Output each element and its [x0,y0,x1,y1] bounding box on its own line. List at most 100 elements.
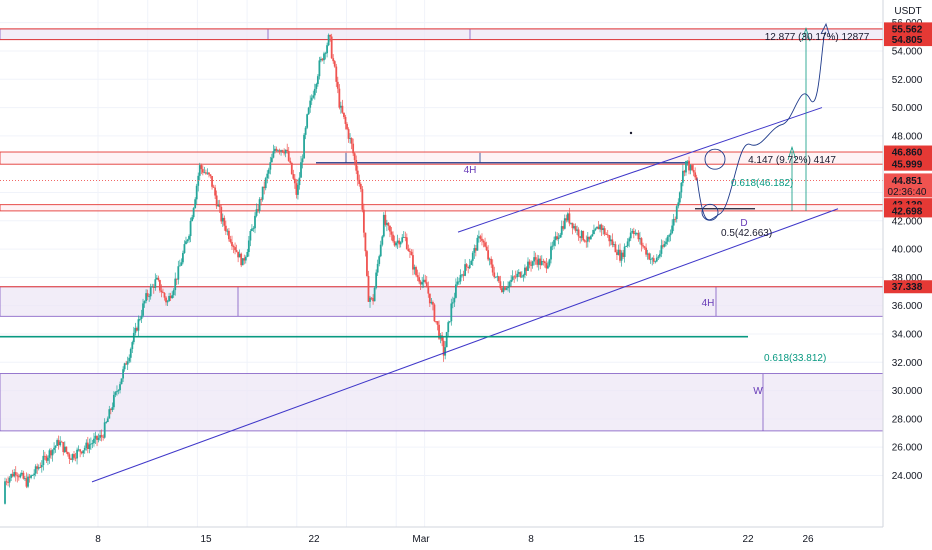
candle-body [648,253,651,260]
candle-body [588,236,591,240]
candle-body [134,328,137,333]
candle-body [189,221,192,237]
candle-body [384,214,387,225]
candle-body [539,258,542,266]
candle-body [421,282,424,285]
candle-body [350,138,353,144]
candle-body [642,245,644,247]
candle-body [649,259,652,260]
candle-body [221,217,224,222]
candle-body [597,226,600,230]
candle-body [428,293,431,304]
candle-body [562,226,565,229]
candle-body [674,218,677,220]
candle-body [261,186,264,200]
candle-body [332,58,335,62]
candle-body [149,287,152,297]
candle-body [631,230,634,233]
candle-body [292,174,295,179]
candle-body [177,266,180,280]
candle-body [234,247,236,251]
candle-body [481,238,483,241]
candle-body [632,230,635,235]
label-d: D [740,218,747,229]
candle-body [686,160,689,162]
candle-body [148,296,151,298]
candle-body [283,151,286,154]
candle-body [122,369,124,379]
candle-body [247,240,250,253]
candle-body [278,150,281,152]
candle-body [408,251,411,252]
candle-body [513,276,516,278]
candle-body [568,213,571,224]
candle-body [491,264,494,273]
candle-body [508,281,511,287]
measure-label-top: 12.877 (30.17%) 12877 [765,32,870,43]
candle-body [281,150,284,152]
projected-path [696,32,827,221]
candle-body [573,226,575,229]
candle-body [514,276,517,278]
candle-body [108,409,111,419]
candle-body [19,474,22,478]
candle-body [505,288,508,290]
candle-body [270,157,273,163]
candle-body [341,105,344,113]
candle-body [517,272,520,274]
candle-body [625,246,628,247]
currency-label: USDT [894,6,921,17]
candle-body [151,286,154,288]
candle-body [600,224,603,231]
price-level-badge [884,280,932,294]
candle-body [635,233,638,234]
candle-body [691,165,693,171]
candle-body [398,240,401,245]
candle-body [660,245,663,254]
candle-body [685,161,687,173]
candle-body [410,251,413,256]
candle-body [551,245,554,247]
candle-body [56,440,59,446]
candle-body [326,45,328,54]
candle-body [511,276,514,280]
candle-body [484,242,486,247]
candle-body [320,58,322,61]
candle-body [361,189,364,210]
candle-body [186,239,189,242]
candle-body [145,293,147,302]
candle-body [616,252,618,255]
price-level-label: 46.860 [892,148,923,159]
candle-body [586,236,589,242]
candle-body [372,298,374,302]
candle-body [13,472,16,477]
candle-body [488,258,491,260]
candle-body [441,335,444,341]
candle-body [468,264,471,269]
candle-body [395,242,397,246]
candle-body [534,257,537,260]
candle-body [88,444,91,449]
candle-body [109,409,112,411]
candle-body [461,274,463,276]
zone-rectangle [0,373,884,432]
candle-body [307,107,310,115]
candle-body [205,172,207,174]
candle-body [499,281,502,289]
candle-body [85,442,88,448]
price-level-label: 42.698 [892,206,923,217]
candle-body [206,172,209,174]
candle-body [125,363,128,365]
fib-label-0618-bottom: 0.618(33.812) [764,353,826,364]
candle-body [304,127,307,135]
candle-body [620,252,623,261]
candle-body [370,297,373,299]
fib-label-05: 0.5(42.663) [721,228,772,239]
price-level-label: 54.805 [892,35,923,46]
candle-body [180,262,183,266]
candle-body [401,237,404,243]
time-tick-label: 26 [802,534,814,545]
candle-body [223,217,226,226]
candle-body [135,328,138,331]
